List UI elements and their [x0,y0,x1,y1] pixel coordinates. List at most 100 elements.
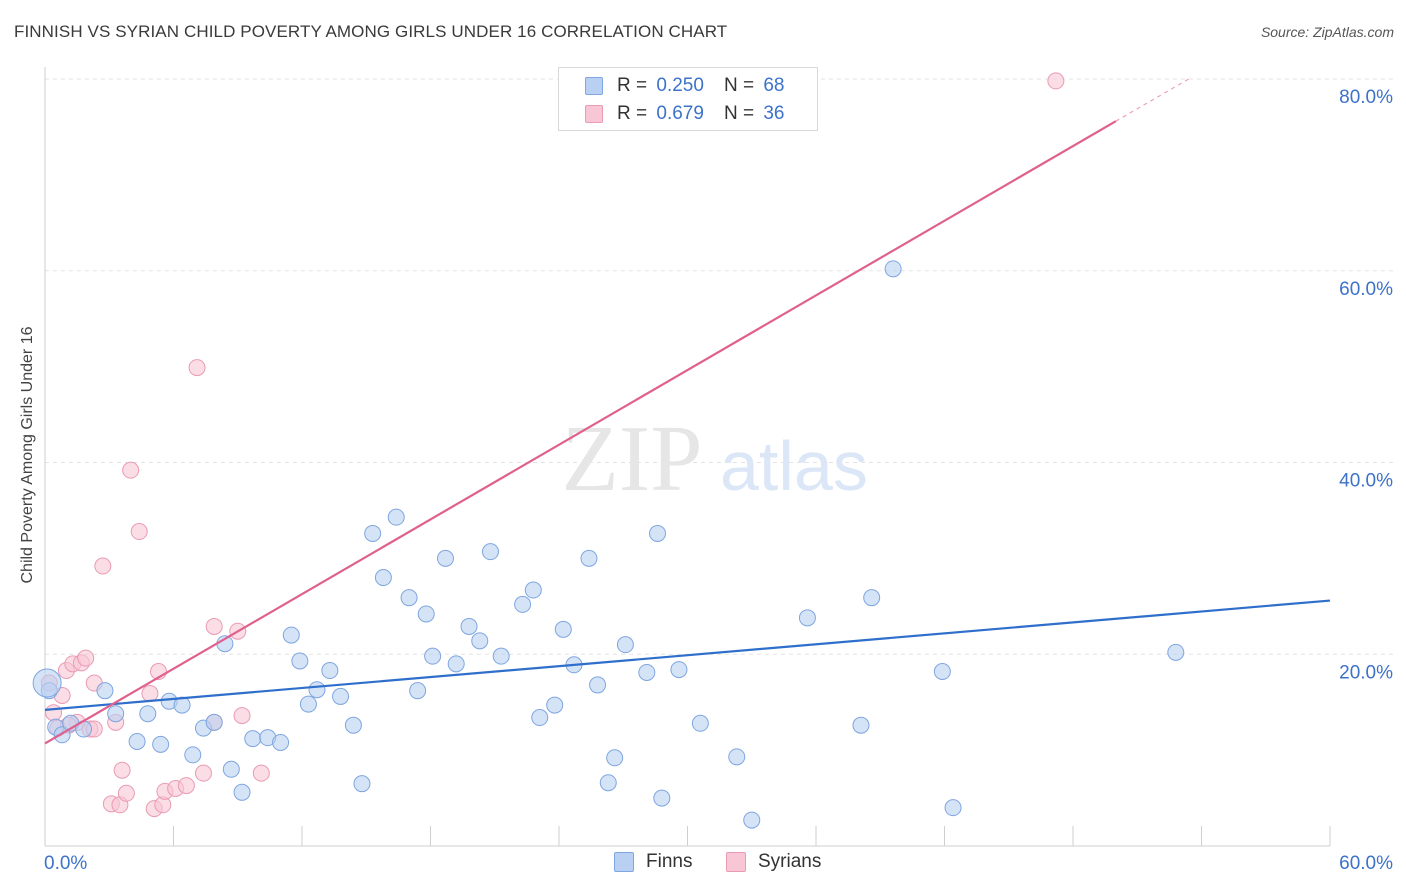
syrians-point [94,557,112,575]
finns-point [743,811,761,829]
finns-point [332,687,350,705]
syrians-trend-line [44,120,1117,745]
finns-point [417,605,435,623]
finns-point [852,716,870,734]
finns-point [364,524,382,542]
finns-legend-label: Finns [646,851,693,872]
finns-point [308,681,326,699]
finns-point [291,652,309,670]
syrians-r-value: 0.679 [656,103,704,124]
syrians-point [141,685,159,703]
axes [44,67,1331,847]
syrians-point [77,649,95,667]
syrians-point [122,461,140,479]
finns-point [107,705,125,723]
finns-n-value: 68 [763,75,785,96]
finns-point [798,609,816,627]
finns-point [606,749,624,767]
finns-point [436,549,454,567]
finns-points [32,260,1185,829]
finns-point [649,524,667,542]
source-label: Source: ZipAtlas.com [1260,24,1394,40]
finns-legend-swatch [614,852,634,872]
finns-trend-line [44,599,1331,711]
finns-point [424,647,442,665]
finns-point [589,676,607,694]
finns-point [184,746,202,764]
finns-point [344,716,362,734]
finns-point [670,661,688,679]
trend-lines [44,78,1331,745]
y-tick-label: 40.0% [1339,471,1393,492]
syrians-point [1047,72,1065,90]
finns-point [244,730,262,748]
finns-swatch [585,77,603,95]
finns-point [374,569,392,587]
syrians-point [188,359,206,377]
y-tick-label: 80.0% [1339,87,1393,108]
finns-point [282,626,300,644]
finns-point [387,508,405,526]
grid-lines [45,78,1393,655]
finns-point [96,682,114,700]
finns-point [884,260,902,278]
x-tick-label-min: 0.0% [44,853,87,874]
syrians-point [45,704,63,722]
finns-point [863,589,881,607]
syrians-swatch [585,105,603,123]
syrians-legend-label: Syrians [758,851,822,872]
finns-point [400,589,418,607]
legend-item-finns[interactable]: Finns [614,851,692,873]
legend-row-syrians: R = 0.679 N = 36 [585,101,784,127]
finns-point [233,783,251,801]
y-tick-label: 60.0% [1339,279,1393,300]
syrians-point [205,617,223,635]
finns-point [460,617,478,635]
finns-point [554,620,572,638]
finns-n-label: N = [723,75,755,96]
syrians-point [113,761,131,779]
finns-point [409,682,427,700]
series-legend: Finns Syrians [0,851,1406,877]
finns-point [616,636,634,654]
syrians-point [233,707,251,725]
finns-r-value: 0.250 [656,75,704,96]
finns-point [321,662,339,680]
finns-r-label: R = [617,75,648,96]
finns-point [471,632,489,650]
syrians-r-label: R = [617,103,648,124]
finns-point [638,663,656,681]
finns-point [933,663,951,681]
legend-item-syrians[interactable]: Syrians [726,851,821,873]
y-tick-label: 20.0% [1339,662,1393,683]
syrians-point [252,764,270,782]
finns-point [128,732,146,750]
syrians-point [177,777,195,795]
finns-point [272,733,290,751]
syrians-trend-extension [1115,78,1189,122]
finns-point [139,705,157,723]
syrians-n-value: 36 [763,103,785,124]
finns-point [152,735,170,753]
finns-point [524,581,542,599]
syrians-legend-swatch [726,852,746,872]
syrians-point [130,523,148,541]
finns-point [173,696,191,714]
finns-point [531,709,549,727]
syrians-point [117,784,135,802]
finns-point [299,695,317,713]
chart-title: FINNISH VS SYRIAN CHILD POVERTY AMONG GI… [14,22,728,41]
finns-point [353,775,371,793]
finns-point [492,647,510,665]
x-tick-label-max: 60.0% [1339,853,1393,874]
finns-point [514,595,532,613]
finns-point [32,668,62,698]
finns-point [546,696,564,714]
finns-point [481,543,499,561]
finns-point [691,714,709,732]
syrians-point [194,764,212,782]
finns-point [944,799,962,817]
syrians-n-label: N = [723,103,755,124]
finns-point [1167,643,1185,661]
